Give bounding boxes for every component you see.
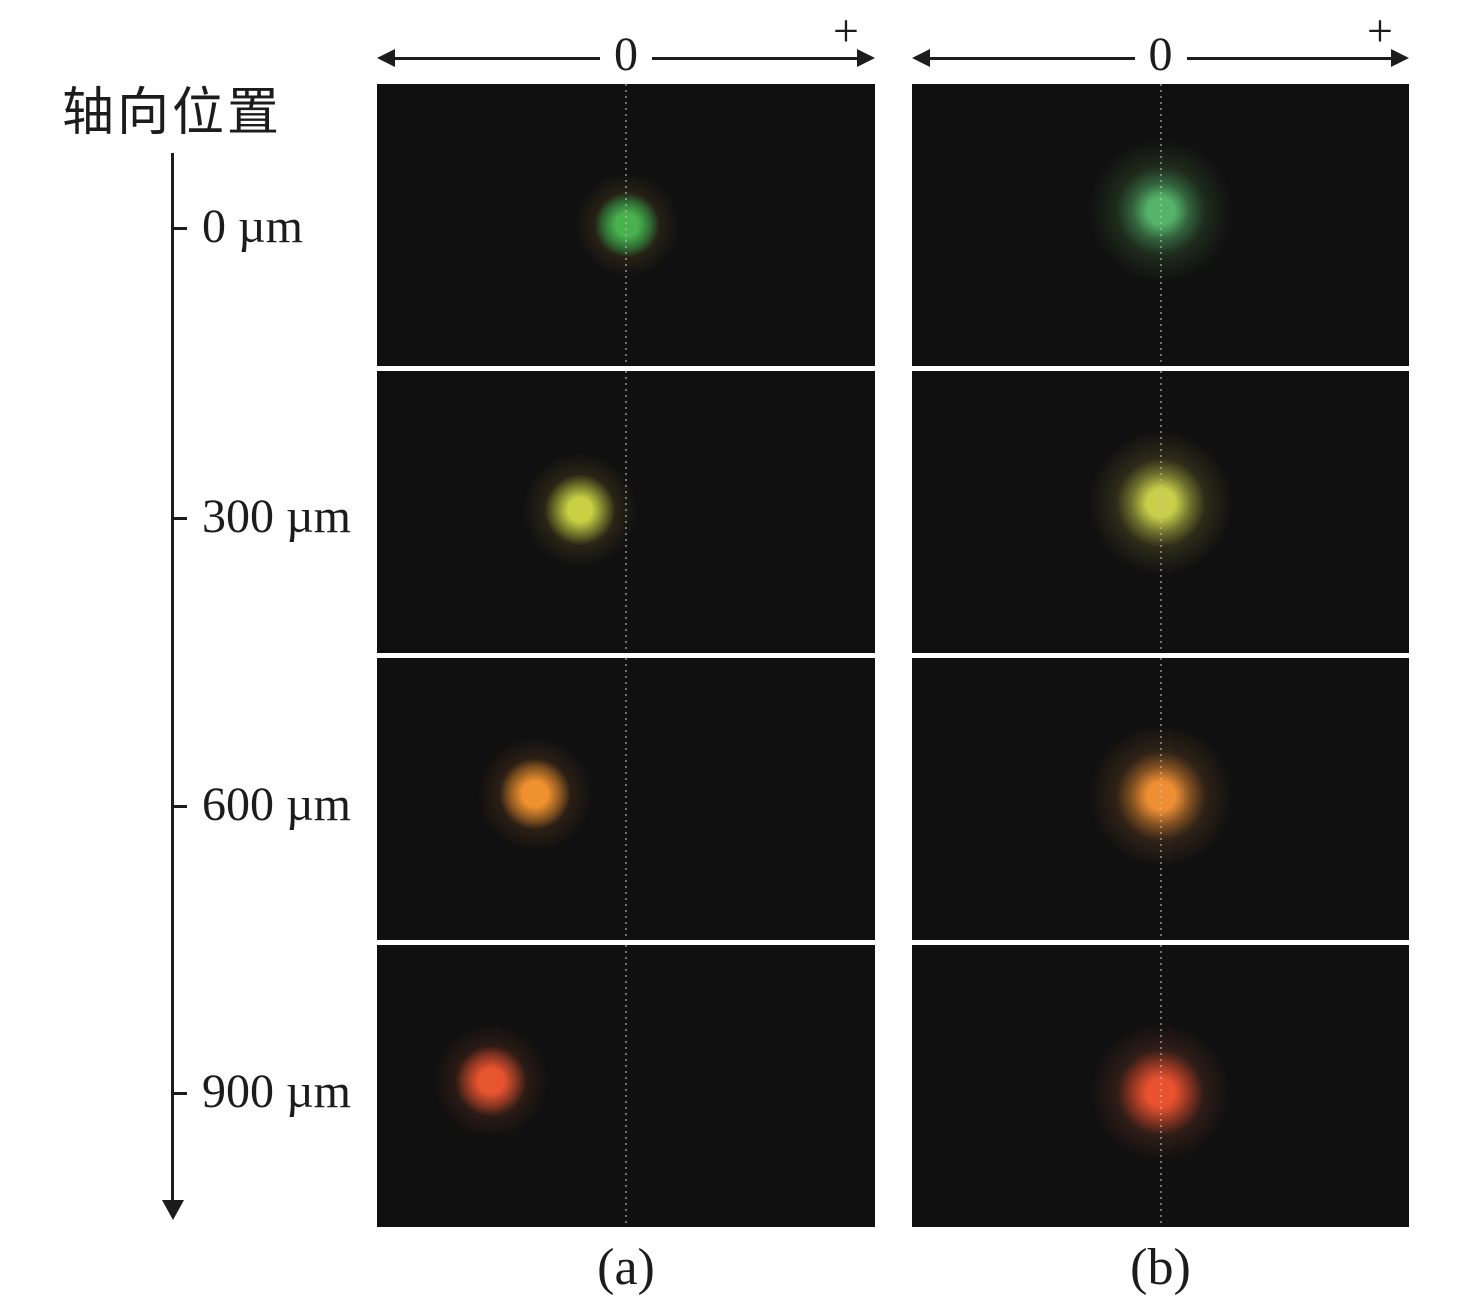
x-axis-zero-label: 0 (1148, 28, 1173, 81)
spot-image-panel (377, 945, 875, 1227)
y-axis-tick-mark (173, 805, 187, 808)
spot-image-panel (912, 945, 1409, 1227)
laser-spot (431, 1021, 552, 1142)
arrow-left-icon (377, 49, 395, 67)
arrow-right-icon (1391, 49, 1409, 67)
image-column-a: 0 + (a) (377, 0, 875, 1309)
y-axis-tick-label: 300 µm (202, 490, 351, 543)
x-axis-zero-label: 0 (614, 28, 638, 81)
x-axis-line (930, 56, 1135, 60)
center-reference-line (625, 84, 627, 366)
spot-image-panel (912, 658, 1409, 940)
image-column-b: 0 + (b) (912, 0, 1409, 1309)
x-axis-a: 0 (377, 28, 875, 81)
y-axis-tick-mark (173, 1092, 187, 1095)
subfigure-caption-a: (a) (597, 1239, 655, 1296)
y-axis-tick-mark (173, 227, 187, 230)
arrow-left-icon (912, 49, 930, 67)
y-axis-arrowhead-icon (162, 1200, 184, 1220)
spot-image-panel (912, 84, 1409, 366)
center-reference-line (1159, 84, 1162, 366)
laser-spot (520, 450, 641, 571)
center-reference-line (1159, 371, 1162, 653)
center-reference-line (1159, 945, 1162, 1227)
arrow-right-icon (857, 49, 875, 67)
spot-image-panel (377, 84, 875, 366)
x-axis-line (652, 56, 857, 60)
panel-stack-a (377, 84, 875, 1227)
panel-stack-b (912, 84, 1409, 1227)
center-reference-line (625, 371, 627, 653)
center-reference-line (1159, 658, 1162, 940)
center-reference-line (625, 945, 627, 1227)
x-axis-plus-label: + (1367, 5, 1393, 56)
center-reference-line (625, 658, 627, 940)
y-axis-tick-label: 0 µm (202, 200, 303, 253)
spot-image-panel (377, 658, 875, 940)
x-axis-line (395, 56, 600, 60)
x-axis-line (1186, 56, 1391, 60)
spot-image-panel (912, 371, 1409, 653)
y-axis-tick-label: 600 µm (202, 778, 351, 831)
y-axis-title: 轴向位置 (62, 85, 283, 142)
y-axis-tick-mark (173, 517, 187, 520)
x-axis-b: 0 (912, 28, 1409, 81)
y-axis-line (171, 153, 174, 1203)
spot-image-panel (377, 371, 875, 653)
subfigure-caption-b: (b) (1130, 1239, 1191, 1296)
x-axis-plus-label: + (833, 5, 859, 56)
laser-spot (474, 734, 595, 855)
y-axis-tick-label: 900 µm (202, 1065, 351, 1118)
